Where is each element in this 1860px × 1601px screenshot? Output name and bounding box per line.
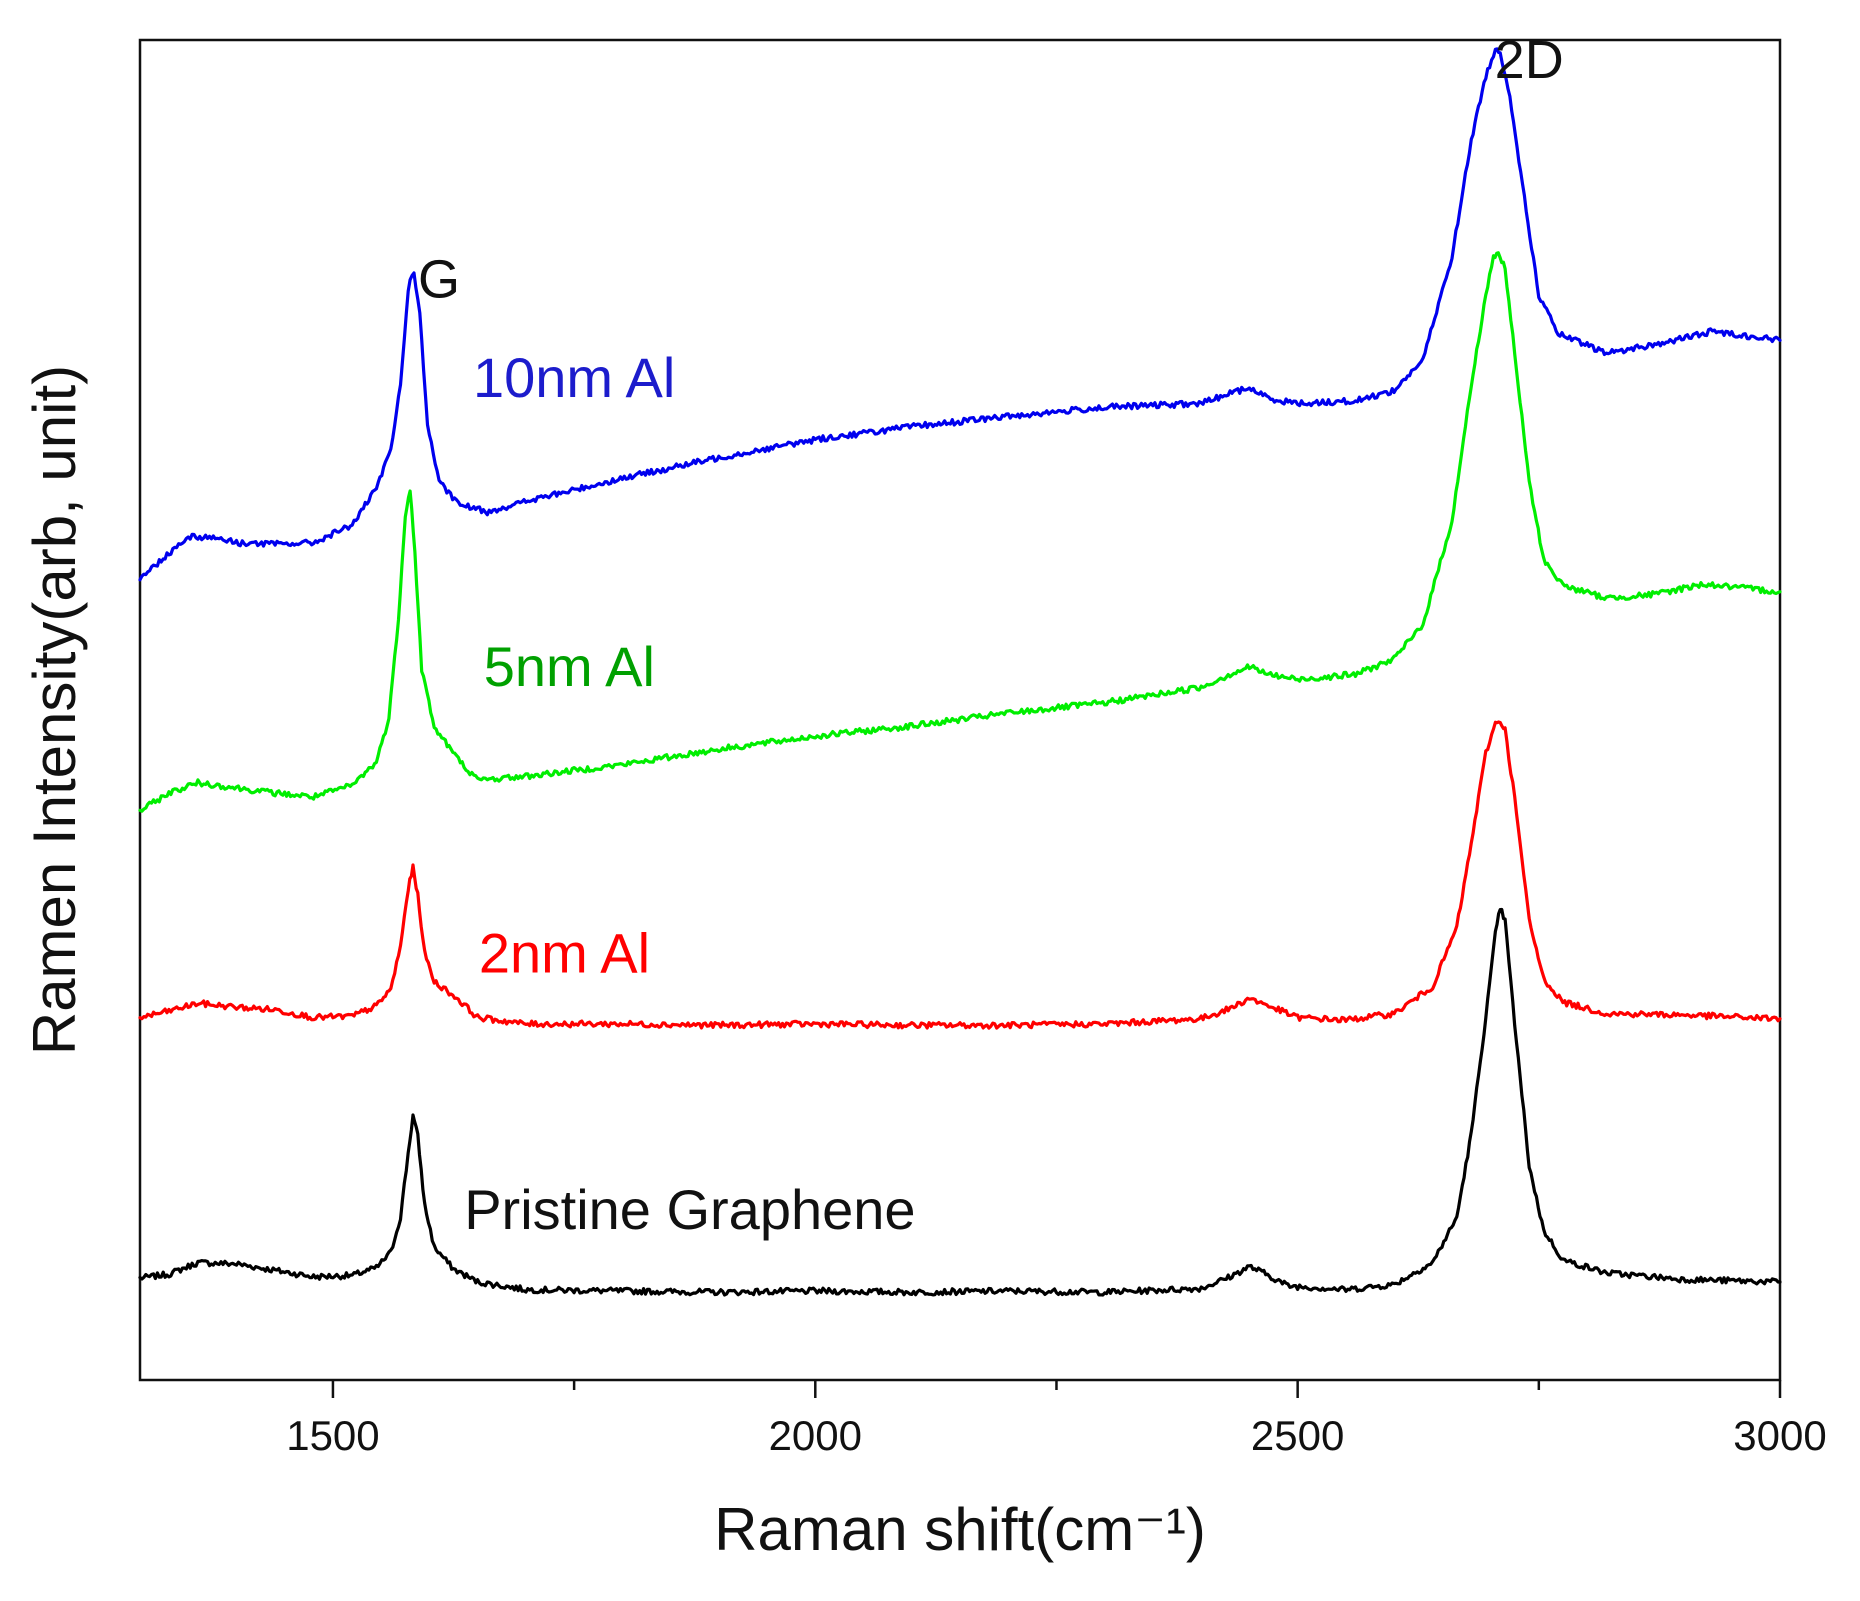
x-axis-ticks xyxy=(331,1380,1782,1398)
spectrum-line-10nm-al xyxy=(138,47,1782,582)
x-tick-label: 2500 xyxy=(1251,1412,1344,1459)
x-axis-tick-labels: 1500 2000 2500 3000 xyxy=(286,1412,1826,1459)
x-axis-title: Raman shift(cm⁻¹) xyxy=(714,1496,1206,1563)
peak-labels: G 2D xyxy=(418,30,1564,309)
series-label-10nm-al: 10nm Al xyxy=(473,346,675,409)
peak-label-g: G xyxy=(418,249,460,309)
x-tick-label: 3000 xyxy=(1733,1412,1826,1459)
series-labels: Pristine Graphene 2nm Al 5nm Al 10nm Al xyxy=(464,346,915,1241)
y-axis-title: Ramen Intensity(arb, unit) xyxy=(21,365,88,1055)
plot-frame xyxy=(138,38,1782,1382)
series-label-5nm-al: 5nm Al xyxy=(484,635,655,698)
spectrum-line-5nm-al xyxy=(138,251,1782,813)
x-tick-label: 2000 xyxy=(769,1412,862,1459)
peak-label-2d: 2D xyxy=(1495,30,1564,90)
x-tick-label: 1500 xyxy=(286,1412,379,1459)
series-label-2nm-al: 2nm Al xyxy=(479,921,650,984)
series-label-pristine-graphene: Pristine Graphene xyxy=(464,1178,915,1241)
spectrum-line-pristine-graphene xyxy=(138,907,1782,1297)
spectrum-line-2nm-al xyxy=(138,720,1782,1030)
spectrum-traces xyxy=(138,47,1782,1297)
